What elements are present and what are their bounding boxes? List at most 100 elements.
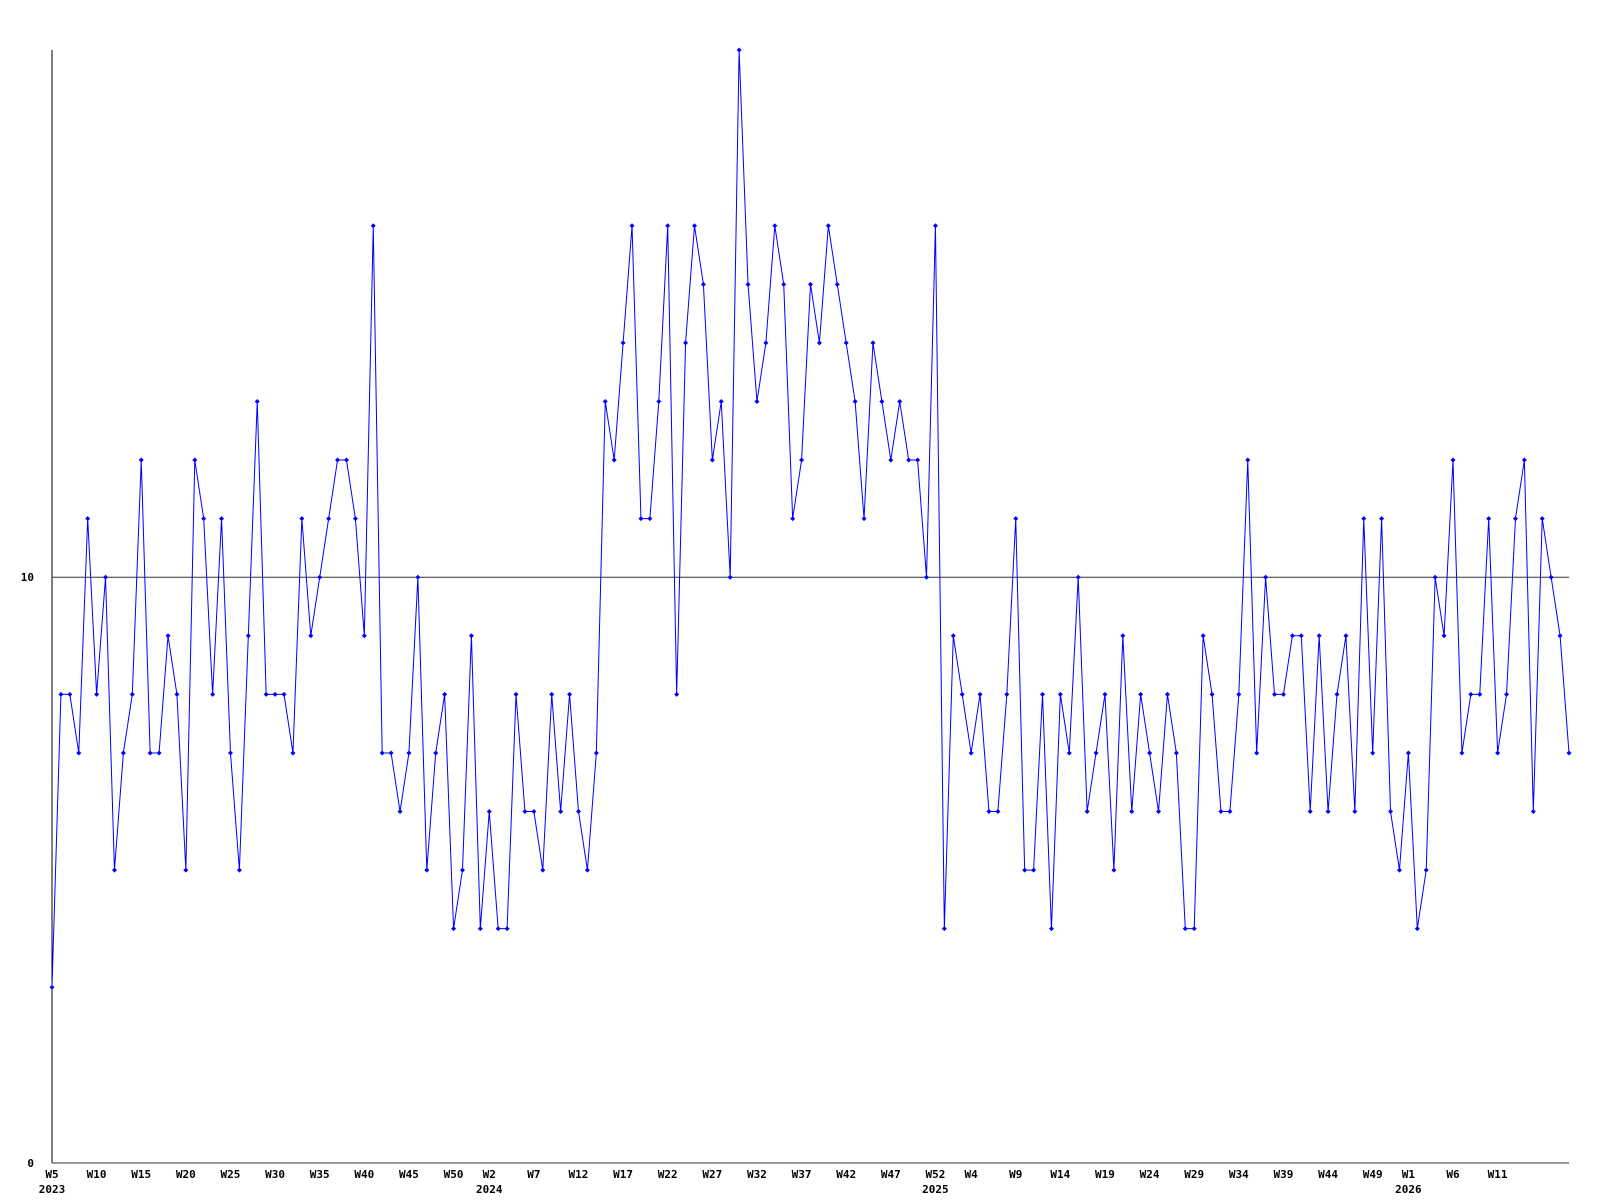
data-point: [1272, 691, 1278, 697]
x-tick-label: W19: [1095, 1168, 1115, 1181]
data-point: [1495, 750, 1501, 756]
data-point: [799, 457, 805, 463]
data-point: [49, 984, 55, 990]
data-point: [611, 457, 617, 463]
x-tick-label: W25: [221, 1168, 241, 1181]
data-point: [1396, 867, 1402, 873]
x-tick-label: W11: [1488, 1168, 1508, 1181]
data-point: [1414, 926, 1420, 932]
data-point: [1512, 516, 1518, 522]
data-point: [1566, 750, 1572, 756]
data-point: [147, 750, 153, 756]
data-point: [58, 691, 64, 697]
data-point: [1200, 633, 1206, 639]
x-tick-label: W47: [881, 1168, 901, 1181]
data-point: [352, 516, 358, 522]
x-tick-label: W1: [1402, 1168, 1416, 1181]
x-tick-label: W42: [836, 1168, 856, 1181]
data-point: [245, 633, 251, 639]
data-point: [727, 574, 733, 580]
data-point: [1040, 691, 1046, 697]
data-point: [138, 457, 144, 463]
data-point: [906, 457, 912, 463]
x-tick-label: W24: [1140, 1168, 1160, 1181]
data-point: [995, 809, 1001, 815]
data-point: [1325, 809, 1331, 815]
data-point: [1280, 691, 1286, 697]
data-point: [861, 516, 867, 522]
data-point: [674, 691, 680, 697]
x-tick-label: W7: [527, 1168, 540, 1181]
x-tick-label: W14: [1050, 1168, 1070, 1181]
data-point: [763, 340, 769, 346]
data-point: [1254, 750, 1260, 756]
x-tick-label: W4: [964, 1168, 978, 1181]
data-point: [736, 47, 742, 53]
data-point: [620, 340, 626, 346]
data-point: [665, 223, 671, 229]
data-point: [1138, 691, 1144, 697]
data-point: [986, 809, 992, 815]
data-point: [1370, 750, 1376, 756]
data-point: [1245, 457, 1251, 463]
data-point: [1236, 691, 1242, 697]
data-point: [290, 750, 296, 756]
data-point: [602, 398, 608, 404]
data-point: [406, 750, 412, 756]
x-tick-label: W32: [747, 1168, 767, 1181]
data-point: [1084, 809, 1090, 815]
data-point: [1432, 574, 1438, 580]
data-point: [522, 809, 528, 815]
x-tick-label: W2: [483, 1168, 496, 1181]
data-point: [575, 809, 581, 815]
data-point: [192, 457, 198, 463]
data-point: [1182, 926, 1188, 932]
data-point: [308, 633, 314, 639]
x-year-label: 2023: [39, 1183, 66, 1196]
data-point: [94, 691, 100, 697]
data-point: [531, 809, 537, 815]
x-year-label: 2026: [1395, 1183, 1422, 1196]
data-point: [1147, 750, 1153, 756]
data-point: [959, 691, 965, 697]
data-point: [442, 691, 448, 697]
x-tick-label: W22: [658, 1168, 678, 1181]
data-point: [808, 281, 813, 287]
data-point: [1066, 750, 1072, 756]
data-point: [852, 398, 858, 404]
data-point: [1316, 633, 1322, 639]
data-point: [1227, 809, 1233, 815]
data-point: [932, 223, 938, 229]
data-point: [1031, 867, 1037, 873]
data-point: [816, 340, 822, 346]
data-point: [1129, 809, 1135, 815]
data-point: [174, 691, 180, 697]
data-point: [1459, 750, 1465, 756]
data-point: [709, 457, 715, 463]
data-point: [1486, 516, 1492, 522]
x-tick-label: W15: [131, 1168, 151, 1181]
data-point: [388, 750, 394, 756]
data-point: [1120, 633, 1126, 639]
data-point: [281, 691, 287, 697]
data-point: [1013, 516, 1019, 522]
data-point: [1191, 926, 1197, 932]
data-point: [85, 516, 91, 522]
data-point: [629, 223, 635, 229]
data-point: [790, 516, 796, 522]
data-point: [263, 691, 269, 697]
data-point: [1548, 574, 1554, 580]
data-point: [1298, 633, 1304, 639]
data-point: [415, 574, 421, 580]
data-point: [567, 691, 573, 697]
data-point: [1477, 691, 1483, 697]
data-point: [977, 691, 983, 697]
x-year-label: 2025: [922, 1183, 949, 1196]
y-tick-label: 0: [27, 1157, 34, 1170]
data-point: [272, 691, 278, 697]
data-point: [825, 223, 831, 229]
x-tick-label: W30: [265, 1168, 285, 1181]
data-point: [370, 223, 376, 229]
data-point: [361, 633, 367, 639]
